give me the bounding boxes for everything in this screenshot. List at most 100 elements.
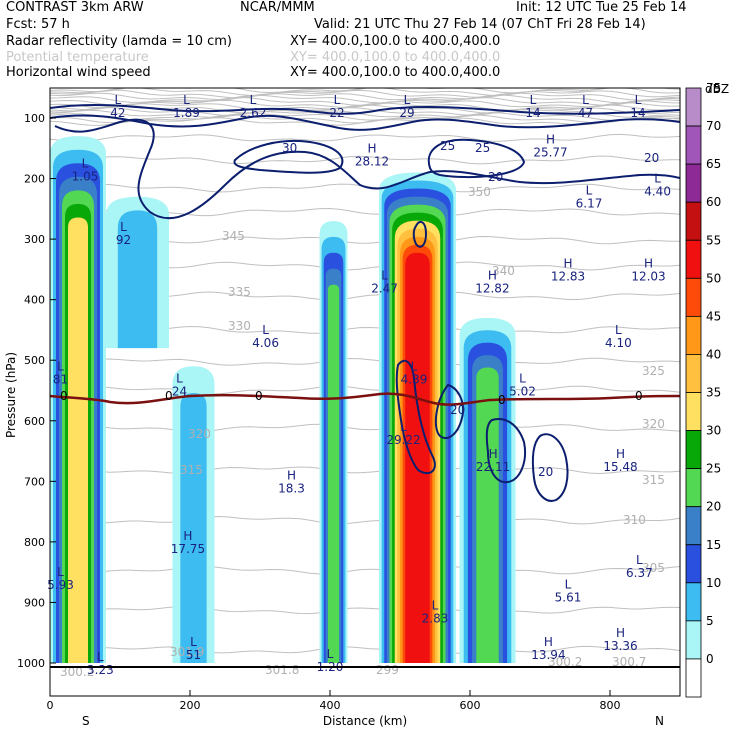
reflectivity-band (68, 217, 88, 663)
theta-contour-line (50, 112, 680, 121)
extremum-value: 24 (172, 384, 187, 398)
extremum-value: 5.61 (555, 590, 582, 604)
extremum-marker: L (381, 269, 388, 283)
colorbar-label: 75 (706, 81, 721, 95)
theta-contour-line (50, 385, 680, 395)
extremum-value: 2.62 (240, 106, 267, 120)
colorbar-label: 0 (706, 652, 714, 666)
x-axis-label: Distance (km) (323, 714, 407, 728)
theta-label: 335 (228, 285, 251, 299)
y-tick-label: 800 (24, 536, 45, 549)
extremum-value: 14 (525, 106, 540, 120)
extremum-value: 3.23 (87, 663, 114, 677)
colorbar-swatch (685, 430, 702, 470)
colorbar-swatch (685, 239, 702, 279)
south-end-label: S (82, 714, 90, 728)
extremum-marker: L (654, 172, 661, 186)
extremum-marker: L (400, 420, 407, 434)
reflectivity-field (50, 136, 516, 664)
extremum-marker: H (489, 447, 498, 461)
extremum-value: 29.22 (386, 433, 420, 447)
extremum-marker: L (120, 220, 127, 234)
extremum-marker: L (565, 577, 572, 591)
theta-label: 315 (180, 463, 203, 477)
extremum-value: 47 (578, 106, 593, 120)
colorbar-swatch (685, 315, 702, 355)
colorbar-swatch (685, 125, 702, 165)
updraft-contour-c (485, 418, 526, 484)
extremum-marker: L (115, 93, 122, 107)
colorbar-label: 65 (706, 157, 721, 171)
x-tick-label: 0 (47, 699, 54, 712)
jet-contour-5 (233, 139, 344, 174)
extremum-marker: H (367, 141, 376, 155)
wind-speed-contours (50, 103, 680, 502)
colorbar-label: 70 (706, 119, 721, 133)
theta-label: 320 (642, 417, 665, 431)
extremum-marker: L (97, 650, 104, 664)
colorbar-swatch (685, 506, 702, 546)
colorbar-label: 25 (706, 462, 721, 476)
colorbar-label: 15 (706, 538, 721, 552)
extremum-marker: L (586, 184, 593, 198)
forecast-hour: Fcst: 57 h (6, 17, 70, 32)
field-wind-name: Horizontal wind speed (6, 65, 151, 80)
extremum-value: 14 (630, 106, 645, 120)
plot-frame (49, 87, 681, 697)
extremum-marker: L (530, 93, 537, 107)
extremum-value: 1.89 (173, 106, 200, 120)
theta-contour-line (50, 357, 680, 367)
x-tick-label: 800 (600, 699, 621, 712)
extremum-marker: H (644, 256, 653, 270)
extremum-marker: L (82, 156, 89, 170)
extremum-value: 4.10 (605, 336, 632, 350)
colorbar-swatch (685, 87, 702, 127)
freezing-level-label: 0 (635, 389, 643, 403)
wind-speed-label: 20 (538, 465, 553, 479)
wind-speed-label: 20 (644, 151, 659, 165)
field-reflectivity-name: Radar reflectivity (lamda = 10 cm) (6, 34, 232, 49)
extremum-value: 5.02 (509, 384, 536, 398)
theta-contour-line (50, 155, 680, 165)
wind-speed-label: 25 (440, 139, 455, 153)
x-tick-label: 200 (180, 699, 201, 712)
extremum-value: 12.83 (551, 269, 585, 283)
theta-label: 350 (468, 185, 491, 199)
colorbar-swatch (685, 201, 702, 241)
colorbar-label: 30 (706, 424, 721, 438)
theta-label: 301.8 (265, 663, 299, 677)
theta-contour-line (50, 109, 680, 118)
extremum-value: 4.39 (401, 372, 428, 386)
theta-contour-line (50, 89, 680, 99)
theta-labels: 350 345 340 335 330 325 320 320 315 315 … (60, 185, 665, 679)
theta-contour-line (50, 645, 680, 654)
extremum-marker: H (616, 447, 625, 461)
extremum-value: 17.75 (171, 542, 205, 556)
reflectivity-band (405, 252, 430, 663)
reflectivity-band (117, 210, 158, 349)
extremum-value: 2.83 (422, 612, 449, 626)
extremum-value: 4.06 (252, 336, 279, 350)
y-tick-label: 700 (24, 475, 45, 488)
extremum-value: 25.77 (533, 145, 567, 159)
wind-speed-labels: 30 25 25 20 20 20 20 (282, 139, 659, 479)
extremum-marker: H (488, 269, 497, 283)
dbz-colorbar: 0 5 10 15 20 25 30 35 40 45 50 55 60 65 70 75 (685, 81, 721, 698)
theta-label: 315 (642, 473, 665, 487)
init-time: Init: 12 UTC Tue 25 Feb 14 (516, 0, 687, 15)
extremum-value: 5.93 (47, 578, 74, 592)
colorbar-swatch (685, 277, 702, 317)
colorbar-label: 60 (706, 195, 721, 209)
extremum-marker: L (250, 93, 257, 107)
reflectivity-band (327, 284, 340, 663)
valid-time: Valid: 21 UTC Thu 27 Feb 14 (07 ChT Fri … (314, 17, 646, 32)
extremum-marker: L (635, 93, 642, 107)
extremum-value: 22 (329, 106, 344, 120)
updraft-contour-b (434, 383, 464, 439)
extremum-marker: L (432, 599, 439, 613)
freezing-level-line (50, 392, 680, 406)
y-tick-label: 300 (24, 233, 45, 246)
theta-contour-line (50, 133, 680, 143)
jet-contour-4 (427, 138, 526, 179)
y-tick-label: 900 (24, 596, 45, 609)
